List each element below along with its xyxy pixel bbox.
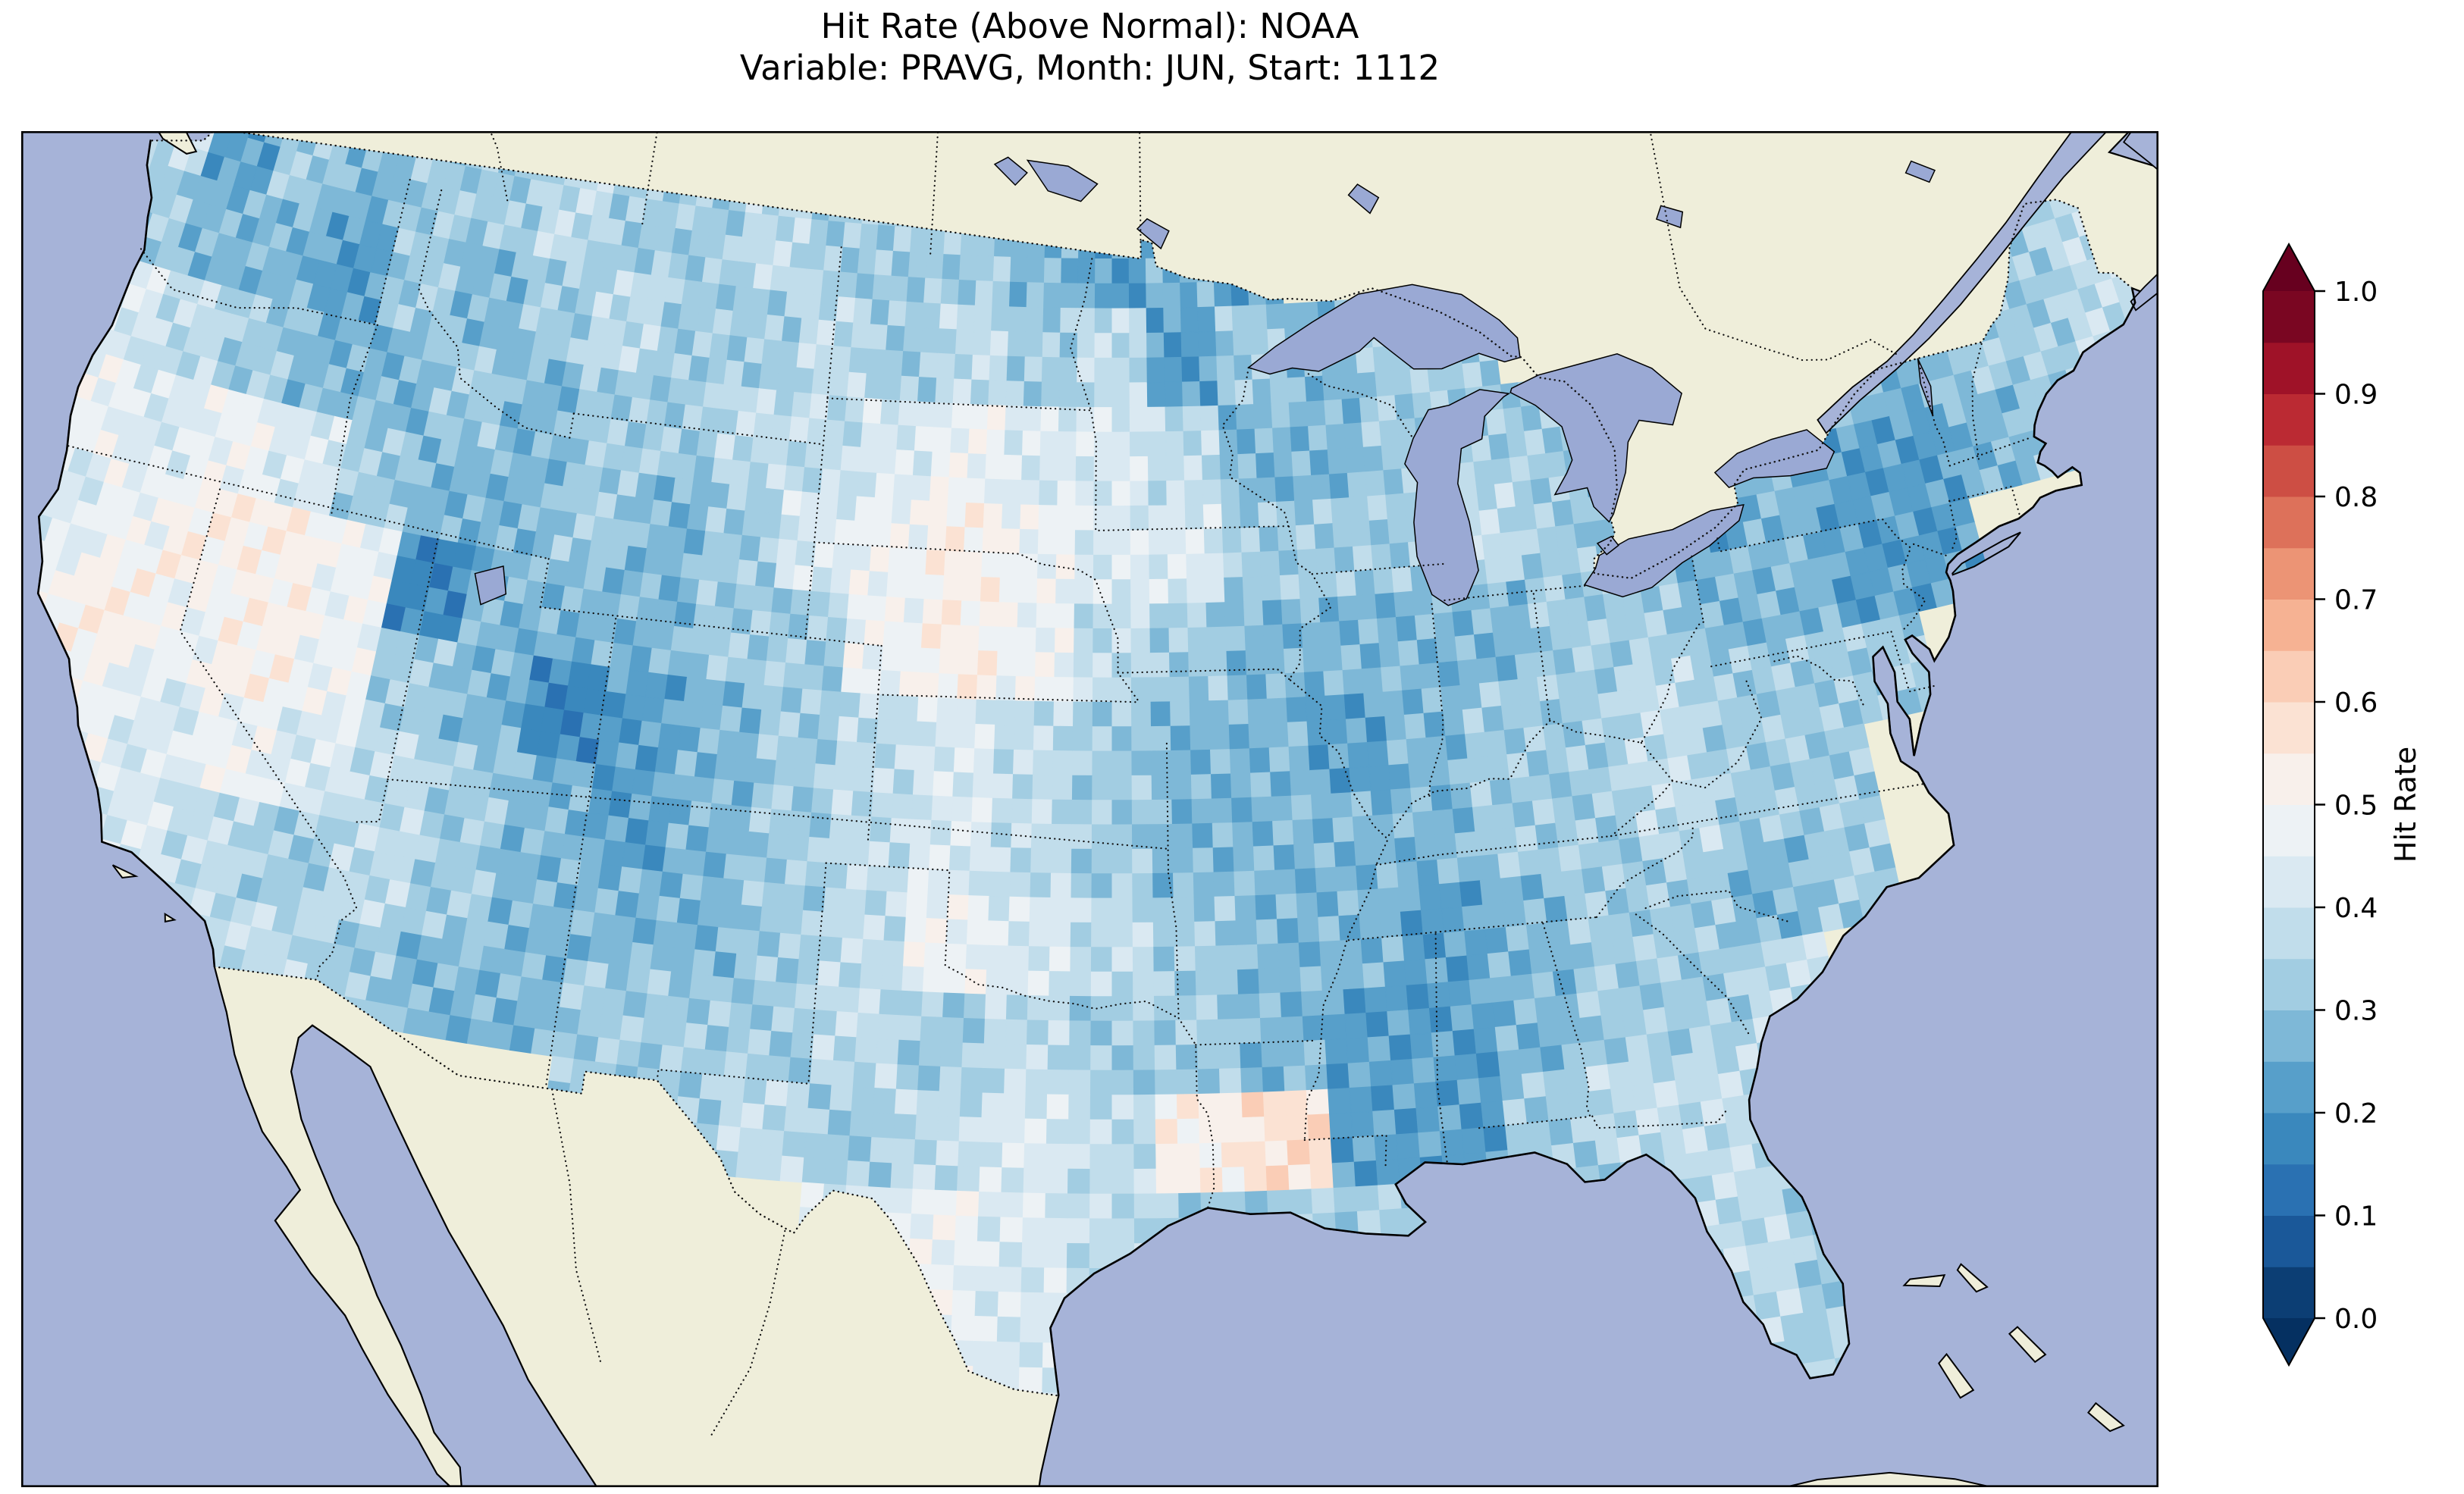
hit-rate-grid (38, 131, 2136, 1396)
state-borders (67, 179, 2033, 1209)
island-4 (1902, 1274, 1946, 1288)
map-frame (21, 131, 2158, 1487)
figure-title-line1: Hit Rate (Above Normal): NOAA (820, 6, 1359, 46)
gulf-of-st-lawrence (2122, 131, 2158, 171)
colorbar-under-arrow (2263, 1318, 2315, 1365)
colorbar-tick-label: 0.1 (2334, 1201, 2378, 1232)
lake-11 (1655, 205, 1684, 229)
lake-9 (1136, 218, 1170, 250)
colorbar-tick-label: 0.7 (2334, 585, 2378, 616)
lake-2 (1509, 353, 1682, 523)
lake-3 (1583, 503, 1745, 598)
island-6 (1938, 1352, 1975, 1399)
colorbar: 1.0 0.9 0.8 0.7 0.6 0.5 0.4 0.3 0.2 0.1 0.0 Hit Rat… (2237, 242, 2464, 1380)
us-canada-border (149, 131, 2133, 580)
st-lawrence-river (1817, 131, 2108, 434)
lake-12 (1904, 160, 1936, 183)
map-figure (21, 131, 2158, 1487)
lake-7 (1026, 159, 1099, 202)
colorbar-tick-label: 0.2 (2334, 1098, 2378, 1129)
colorbar-tick-label: 0.5 (2334, 791, 2378, 822)
figure-title: Hit Rate (Above Normal): NOAA Variable: … (21, 6, 2158, 89)
island-9 (111, 864, 139, 879)
island-7 (2008, 1326, 2047, 1364)
island-8 (2087, 1402, 2125, 1433)
province-borders (489, 131, 1898, 1437)
lake-0 (1247, 283, 1521, 375)
island-3 (1782, 1471, 1995, 1487)
colorbar-tick-label: 0.0 (2334, 1304, 2378, 1335)
lake-4 (1713, 429, 1835, 488)
lake-8 (993, 156, 1028, 186)
colorbar-axis-label: Hit Rate (2389, 747, 2422, 863)
island-10 (164, 912, 177, 923)
lake-1 (1404, 389, 1511, 606)
long-island-outline (1951, 531, 2021, 576)
colorbar-over-arrow (2263, 244, 2315, 291)
colorbar-tick-label: 0.6 (2334, 687, 2378, 719)
figure-title-line2: Variable: PRAVG, Month: JUN, Start: 1112 (739, 47, 1440, 88)
bay-of-fundy (2130, 272, 2158, 312)
colorbar-ticks: 1.0 0.9 0.8 0.7 0.6 0.5 0.4 0.3 0.2 0.1 0.0 (2315, 277, 2378, 1335)
colorbar-canvas: 1.0 0.9 0.8 0.7 0.6 0.5 0.4 0.3 0.2 0.1 0.0 Hit Rat… (2262, 242, 2422, 1367)
island-5 (1956, 1263, 1989, 1293)
colorbar-bands (2263, 291, 2315, 1319)
island-2 (157, 131, 198, 155)
lake-6 (474, 565, 507, 606)
us-map-canvas (21, 131, 2158, 1487)
us-mexico-border (213, 966, 1060, 1397)
colorbar-tick-label: 1.0 (2334, 277, 2378, 308)
colorbar-tick-label: 0.4 (2334, 893, 2378, 924)
lake-10 (1347, 183, 1380, 215)
colorbar-tick-label: 0.9 (2334, 380, 2378, 411)
colorbar-tick-label: 0.3 (2334, 996, 2378, 1027)
gulf-atlantic-coastline (1049, 287, 2136, 1396)
pacific-coastline (36, 140, 216, 967)
colorbar-tick-label: 0.8 (2334, 482, 2378, 513)
